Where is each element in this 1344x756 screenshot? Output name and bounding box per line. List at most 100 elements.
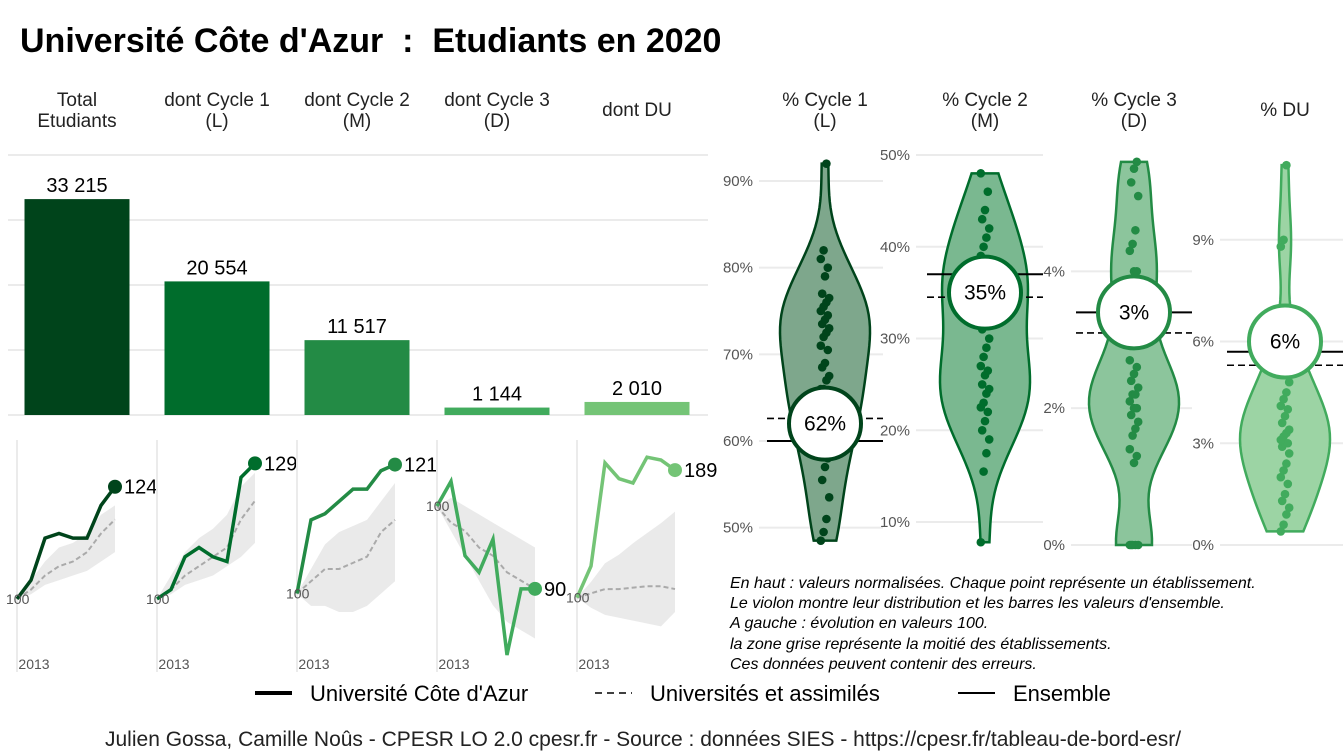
- column-header: Etudiants: [37, 111, 116, 132]
- data-point: [979, 352, 988, 362]
- data-point: [977, 425, 987, 435]
- data-point: [1282, 459, 1291, 468]
- data-point: [822, 159, 831, 168]
- data-point: [820, 462, 830, 472]
- data-point: [1125, 355, 1135, 365]
- ribbon-area: [577, 511, 675, 627]
- y-tick-label: 70%: [723, 346, 753, 363]
- column-header: (L): [205, 111, 228, 132]
- end-point: [668, 463, 682, 478]
- series-line-universites: [576, 585, 676, 599]
- note-line: Ces données peuvent contenir des erreurs…: [730, 656, 1037, 673]
- y-tick-label: 50%: [880, 147, 910, 164]
- data-point: [824, 293, 834, 303]
- ribbon-area: [17, 505, 115, 599]
- data-point: [984, 435, 994, 444]
- panel-title: (D): [1121, 111, 1147, 132]
- base-value-label: 100: [566, 590, 590, 606]
- series-line-main: [156, 462, 257, 601]
- data-point: [984, 384, 994, 394]
- series-line-main: [15, 485, 117, 600]
- x-tick-label: 2013: [438, 656, 469, 672]
- panel-title: (L): [813, 111, 836, 132]
- column-header: dont Cycle 1: [164, 90, 270, 111]
- data-point: [1126, 376, 1136, 386]
- data-point: [976, 169, 986, 178]
- data-point: [1133, 417, 1143, 427]
- data-point: [1277, 496, 1287, 506]
- bar-value-label: 20 554: [186, 257, 247, 279]
- base-value-label: 100: [146, 591, 170, 607]
- data-point: [1131, 424, 1140, 433]
- value-bubble: [787, 385, 863, 462]
- x-tick-label: 2013: [18, 656, 49, 672]
- data-point: [1126, 540, 1136, 550]
- data-point: [822, 514, 831, 524]
- end-value-label: 121: [404, 455, 437, 477]
- data-point: [1277, 418, 1287, 428]
- data-point: [1125, 246, 1135, 256]
- data-point: [977, 214, 987, 224]
- data-point: [979, 242, 988, 252]
- data-point: [982, 343, 991, 353]
- data-point: [982, 233, 991, 242]
- data-point: [816, 254, 826, 264]
- panel-title: % Cycle 2: [942, 90, 1028, 111]
- data-point: [1284, 377, 1294, 387]
- data-point: [1131, 225, 1140, 235]
- series-line-main: [295, 462, 396, 594]
- series-line-universites: [16, 518, 116, 600]
- data-point: [1126, 410, 1136, 420]
- base-value-label: 100: [286, 586, 310, 602]
- data-point: [1276, 401, 1286, 411]
- bar: [164, 281, 270, 415]
- data-point: [983, 187, 993, 197]
- data-point: [1280, 489, 1290, 499]
- note-line: la zone grise représente la moitié des é…: [730, 636, 1112, 653]
- data-point: [984, 334, 994, 343]
- data-point: [1129, 458, 1139, 468]
- data-point: [1276, 527, 1286, 536]
- bar-value-label: 11 517: [327, 316, 387, 338]
- data-point: [817, 289, 827, 298]
- column-header: Total: [57, 90, 97, 111]
- end-value-label: 189: [684, 460, 717, 482]
- data-point: [1131, 390, 1140, 399]
- column-header: dont DU: [602, 100, 672, 121]
- panel-title: % Cycle 1: [782, 90, 868, 111]
- data-point: [1125, 397, 1135, 406]
- value-bubble-label: 35%: [964, 282, 1006, 305]
- series-line-main: [575, 455, 677, 599]
- data-point: [1283, 405, 1293, 414]
- panel-title: (M): [971, 111, 999, 132]
- data-point: [1279, 394, 1288, 404]
- bar: [304, 340, 410, 415]
- data-point: [1282, 160, 1291, 170]
- value-bubble: [947, 254, 1023, 331]
- end-point: [108, 479, 122, 494]
- x-tick-label: 2013: [158, 656, 189, 672]
- data-point: [1129, 369, 1139, 379]
- data-point: [1279, 235, 1288, 245]
- end-value-label: 129: [264, 453, 297, 475]
- data-point: [824, 324, 834, 333]
- legend-label: Universités et assimilés: [650, 681, 880, 706]
- end-point: [248, 456, 262, 471]
- data-point: [820, 358, 830, 368]
- bar: [24, 199, 130, 415]
- data-point: [1132, 362, 1142, 372]
- data-point: [979, 467, 988, 476]
- data-point: [1282, 388, 1291, 397]
- panel-title: % DU: [1260, 100, 1310, 121]
- data-point: [980, 416, 990, 426]
- bar-value-label: 2 010: [612, 378, 662, 400]
- data-point: [1276, 242, 1286, 251]
- data-point: [1128, 431, 1137, 440]
- data-point: [1284, 503, 1294, 512]
- y-tick-label: 40%: [880, 239, 910, 256]
- data-point: [984, 224, 994, 233]
- data-point: [1276, 472, 1286, 482]
- base-value-label: 100: [426, 498, 450, 514]
- data-point: [823, 263, 833, 272]
- ribbon-area: [437, 497, 535, 639]
